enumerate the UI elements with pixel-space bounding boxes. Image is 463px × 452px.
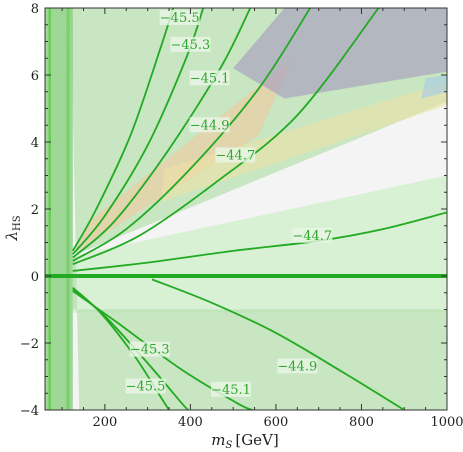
shaded-regions xyxy=(45,8,447,410)
y-tick-label: 4 xyxy=(31,136,39,151)
contour-label-background xyxy=(215,147,256,163)
contour-line-4 xyxy=(72,8,380,266)
contour-label-background xyxy=(211,381,252,397)
y-axis-title: λHS xyxy=(3,215,23,241)
vertical-band-2 xyxy=(66,8,70,410)
contour-label-background xyxy=(129,341,170,357)
contour-label-background xyxy=(292,227,333,243)
region-yellow xyxy=(160,81,447,203)
contour-line-0 xyxy=(72,8,175,252)
contour-line-9 xyxy=(151,278,405,410)
x-tick-label: 400 xyxy=(178,415,203,430)
x-tick-label: 200 xyxy=(92,415,117,430)
contour-label-3: −44.9 xyxy=(190,118,230,133)
y-axis-sub: HS xyxy=(12,215,23,231)
x-axis-sub: S xyxy=(225,440,232,451)
ticks: 200 400 600 800 1000 −4 −2 0 2 4 6 8 xyxy=(20,2,463,430)
contour-label-1: −45.3 xyxy=(170,38,210,53)
contour-label-background xyxy=(277,358,318,374)
y-axis-main: λ xyxy=(3,231,21,242)
contour-line-8 xyxy=(72,290,253,410)
y-tick-label: −2 xyxy=(20,337,39,352)
contour-label-5: −44.7 xyxy=(292,229,332,244)
contour-label-background xyxy=(159,10,200,26)
contour-label-0: −45.5 xyxy=(160,11,200,26)
y-tick-label: 6 xyxy=(31,69,39,84)
y-tick-label: 2 xyxy=(31,203,39,218)
contour-label-2: −45.1 xyxy=(190,71,230,86)
x-axis-title: mS [GeV] xyxy=(211,431,279,451)
y-tick-label: −4 xyxy=(20,404,39,419)
x-tick-label: 1000 xyxy=(430,415,463,430)
contour-label-6: −45.3 xyxy=(130,343,170,358)
contour-label-background xyxy=(170,36,211,52)
x-axis-main: m xyxy=(211,431,225,449)
x-axis-unit: [GeV] xyxy=(235,431,278,449)
y-tick-label: 0 xyxy=(31,270,39,285)
region-purple xyxy=(233,8,447,99)
contour-line-3 xyxy=(72,8,311,262)
contour-label-background xyxy=(189,117,230,133)
contour-line-5 xyxy=(72,211,447,272)
contour-label-4: −44.7 xyxy=(215,148,255,163)
x-tick-label: 600 xyxy=(264,415,289,430)
contour-label-background xyxy=(189,70,230,86)
contour-label-8: −45.5 xyxy=(126,380,166,395)
region-blue xyxy=(421,75,447,99)
x-tick-label: 800 xyxy=(349,415,374,430)
contour-label-background xyxy=(125,378,166,394)
region-green-light xyxy=(72,175,447,313)
contour-label-7: −44.9 xyxy=(277,359,317,374)
contour-line-2 xyxy=(72,8,252,259)
contour-labels: −45.5 −45.3 −45.1 −44.9 −44.7 −44.7 −45.3 −44.9… xyxy=(125,10,333,398)
contour-label-9: −45.1 xyxy=(211,383,251,398)
y-tick-label: 8 xyxy=(31,2,39,17)
